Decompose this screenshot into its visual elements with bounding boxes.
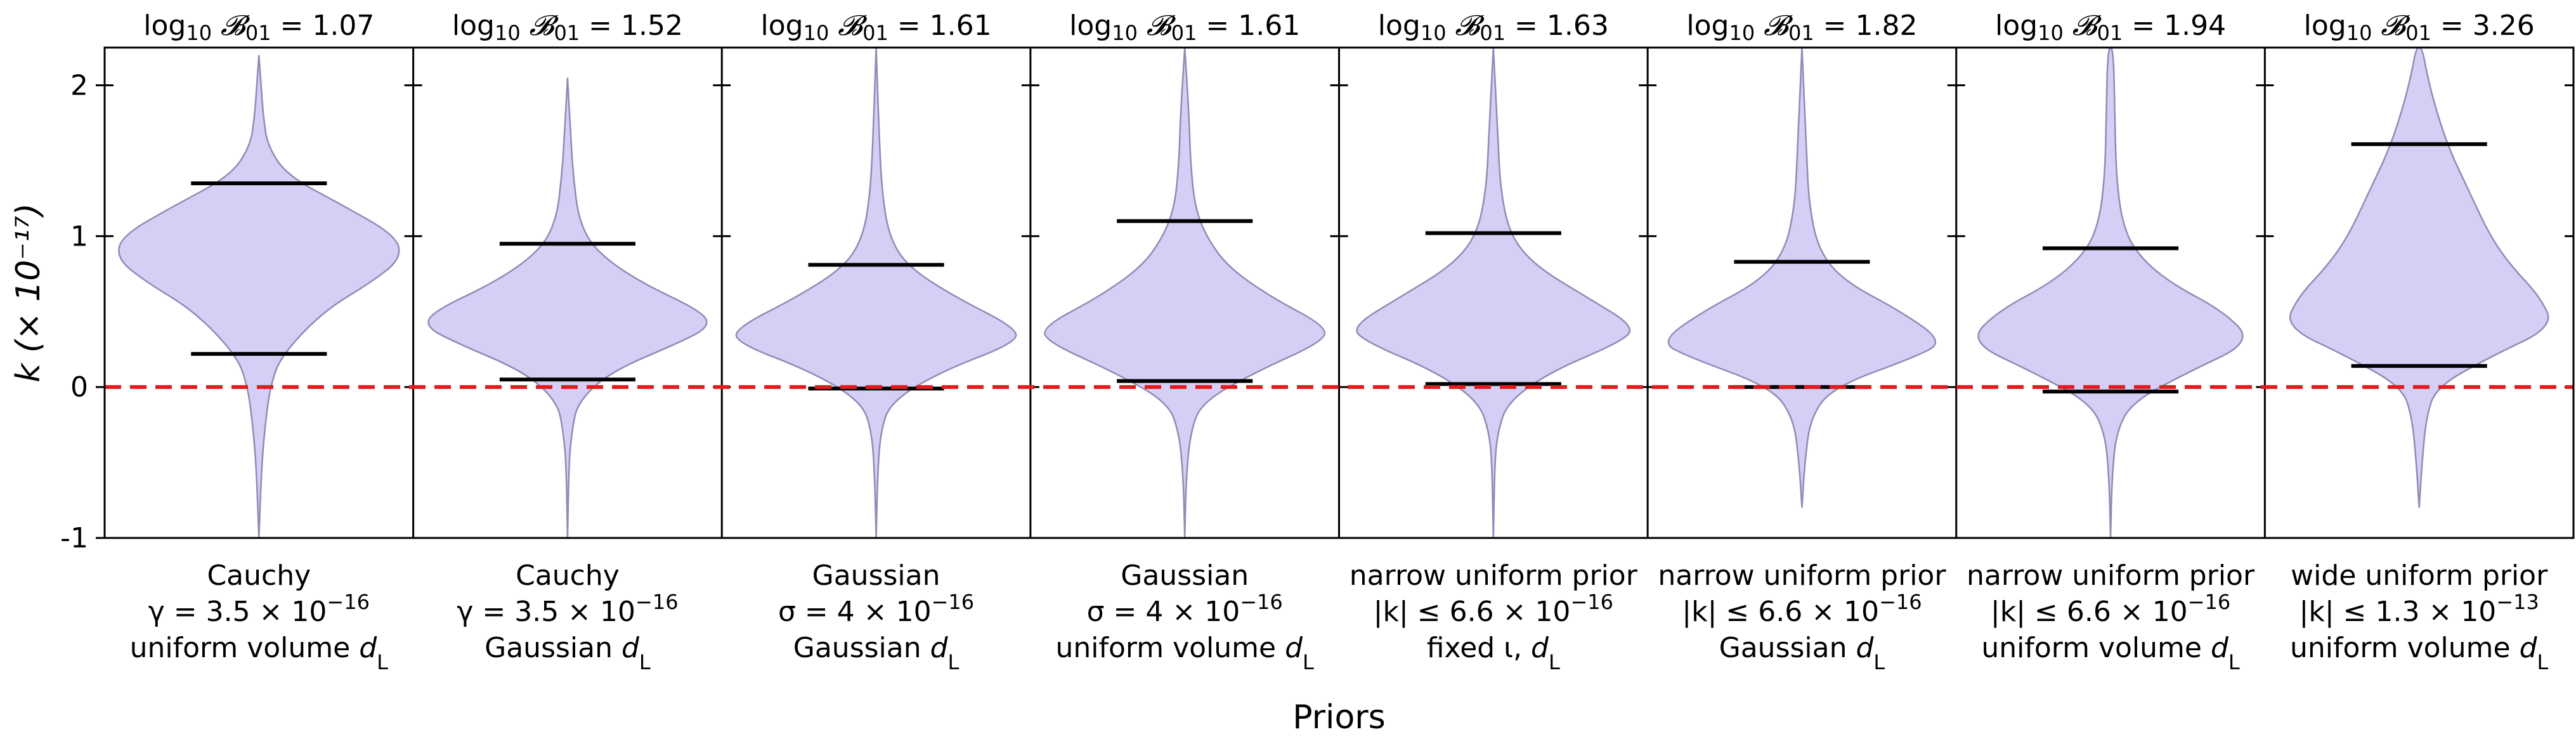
panel-title-5: log10 𝓑01 = 1.63 xyxy=(1378,10,1609,45)
prior-label-4-line-2: σ = 4 × 10−16 xyxy=(1087,590,1283,628)
prior-label-3-line-2: σ = 4 × 10−16 xyxy=(778,590,974,628)
y-tick-label: -1 xyxy=(60,522,88,554)
prior-label-5-line-3: fixed ι, dL xyxy=(1427,632,1560,674)
prior-label-3-line-3: Gaussian dL xyxy=(793,632,959,674)
prior-label-8-line-1: wide uniform prior xyxy=(2291,560,2548,592)
violin-3 xyxy=(735,48,1017,538)
prior-label-1-line-1: Cauchy xyxy=(207,560,311,592)
y-axis-title: k (× 10⁻¹⁷) xyxy=(10,203,48,383)
panel-8: log10 𝓑01 = 3.26 wide uniform prior|k| ≤ … xyxy=(2263,10,2573,674)
prior-label-2-line-3: Gaussian dL xyxy=(485,632,651,674)
violin-6 xyxy=(1667,48,1937,508)
violin-2 xyxy=(427,77,708,538)
y-tick-label: 1 xyxy=(70,220,88,252)
panel-title-4: log10 𝓑01 = 1.61 xyxy=(1069,10,1300,45)
prior-label-4-line-3: uniform volume dL xyxy=(1056,632,1315,674)
prior-label-2-line-2: γ = 3.5 × 10−16 xyxy=(457,590,678,628)
prior-label-7-line-1: narrow uniform prior xyxy=(1967,560,2255,592)
prior-label-6-line-1: narrow uniform prior xyxy=(1658,560,1946,592)
violin-5 xyxy=(1356,48,1631,538)
violin-8 xyxy=(2289,48,2549,508)
prior-label-5-line-1: narrow uniform prior xyxy=(1350,560,1638,592)
prior-label-7-line-3: uniform volume dL xyxy=(1981,632,2240,674)
prior-label-8-line-2: |k| ≤ 1.3 × 10−13 xyxy=(2300,590,2539,628)
prior-label-6-line-2: |k| ≤ 6.6 × 10−16 xyxy=(1682,590,1922,628)
prior-label-8-line-3: uniform volume dL xyxy=(2290,632,2549,674)
axis-layer: -1 0 1 2 k (× 10⁻¹⁷) Priors xyxy=(10,46,2575,736)
violin-4 xyxy=(1044,48,1326,538)
prior-label-6-line-3: Gaussian dL xyxy=(1719,632,1885,674)
prior-label-2-line-1: Cauchy xyxy=(516,560,620,592)
prior-label-1-line-3: uniform volume dL xyxy=(130,632,389,674)
panel-title-6: log10 𝓑01 = 1.82 xyxy=(1686,10,1917,45)
prior-label-1-line-2: γ = 3.5 × 10−16 xyxy=(148,590,370,628)
y-tick-label: 0 xyxy=(70,371,88,403)
violin-7 xyxy=(1977,48,2244,538)
panel-title-8: log10 𝓑01 = 3.26 xyxy=(2304,10,2535,45)
prior-label-3-line-1: Gaussian xyxy=(812,560,940,592)
panel-title-2: log10 𝓑01 = 1.52 xyxy=(452,10,683,45)
panel-title-3: log10 𝓑01 = 1.61 xyxy=(761,10,992,45)
y-tick-label: 2 xyxy=(70,69,88,101)
x-axis-title: Priors xyxy=(1292,698,1386,736)
panel-5: log10 𝓑01 = 1.63 narrow uniform prior|k| … xyxy=(1338,10,1648,674)
panel-6: log10 𝓑01 = 1.82 narrow uniform prior|k| … xyxy=(1646,10,1956,674)
prior-label-4-line-1: Gaussian xyxy=(1121,560,1249,592)
panel-7: log10 𝓑01 = 1.94 narrow uniform prior|k| … xyxy=(1955,10,2265,674)
panel-title-7: log10 𝓑01 = 1.94 xyxy=(1995,10,2226,45)
violin-1 xyxy=(118,55,400,538)
plot-frame xyxy=(103,46,2575,539)
prior-label-7-line-2: |k| ≤ 6.6 × 10−16 xyxy=(1991,590,2230,628)
prior-label-5-line-2: |k| ≤ 6.6 × 10−16 xyxy=(1374,590,1613,628)
panel-title-1: log10 𝓑01 = 1.07 xyxy=(143,10,374,45)
